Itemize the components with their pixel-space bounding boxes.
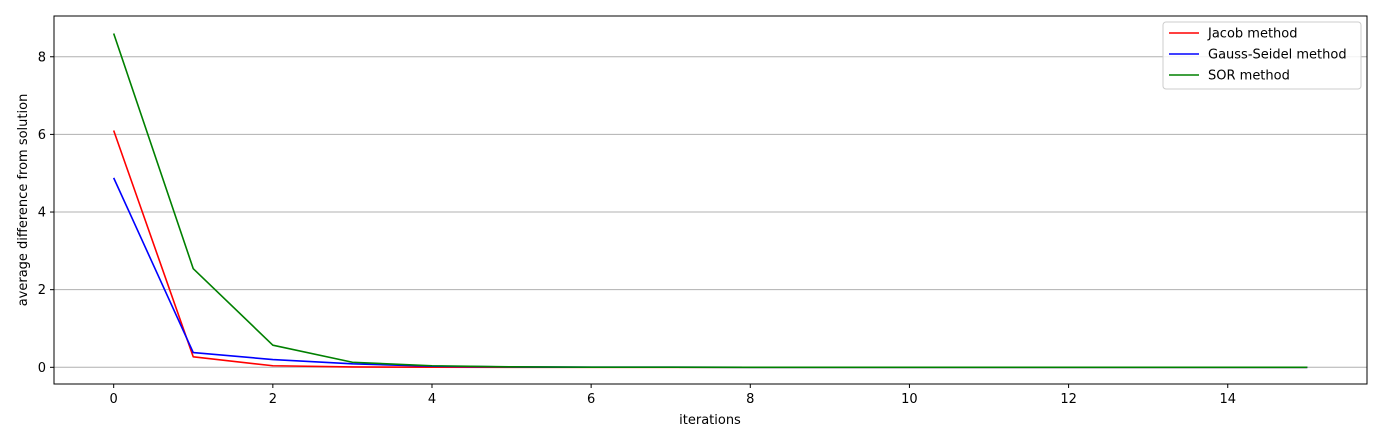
x-tick-label: 4	[428, 392, 436, 407]
x-tick-label: 10	[901, 392, 918, 407]
x-tick-label: 8	[746, 392, 754, 407]
series-line-gauss-seidel-method	[112, 177, 1308, 369]
grid-lines	[54, 56, 1367, 368]
series-line-sor-method	[112, 33, 1308, 369]
legend: Jacob method Gauss-Seidel method SOR metho…	[1162, 21, 1362, 90]
x-tick-label: 0	[110, 392, 118, 407]
y-tick-label: 2	[38, 283, 46, 298]
y-tick-label: 8	[38, 50, 46, 65]
x-tick-label: 6	[587, 392, 595, 407]
y-axis-label: average difference from solution	[16, 94, 31, 307]
plot-frame	[53, 15, 1368, 385]
legend-label: SOR method	[1208, 69, 1290, 84]
y-tick-label: 6	[38, 128, 46, 143]
x-tick-label: 2	[269, 392, 277, 407]
x-axis-ticks: 0 2 4 6 8 10 12 14	[110, 384, 1236, 407]
y-tick-label: 0	[38, 361, 46, 376]
legend-label: Jacob method	[1207, 27, 1298, 42]
x-tick-label: 12	[1060, 392, 1077, 407]
x-tick-label: 14	[1219, 392, 1236, 407]
legend-label: Gauss-Seidel method	[1208, 48, 1347, 63]
series-line-jacob-method	[112, 130, 1308, 369]
legend-box	[1162, 21, 1362, 90]
y-axis-ticks: 0 2 4 6 8	[38, 50, 54, 376]
y-tick-label: 4	[38, 206, 46, 221]
series-lines	[112, 33, 1308, 369]
x-axis-label: iterations	[679, 413, 741, 428]
